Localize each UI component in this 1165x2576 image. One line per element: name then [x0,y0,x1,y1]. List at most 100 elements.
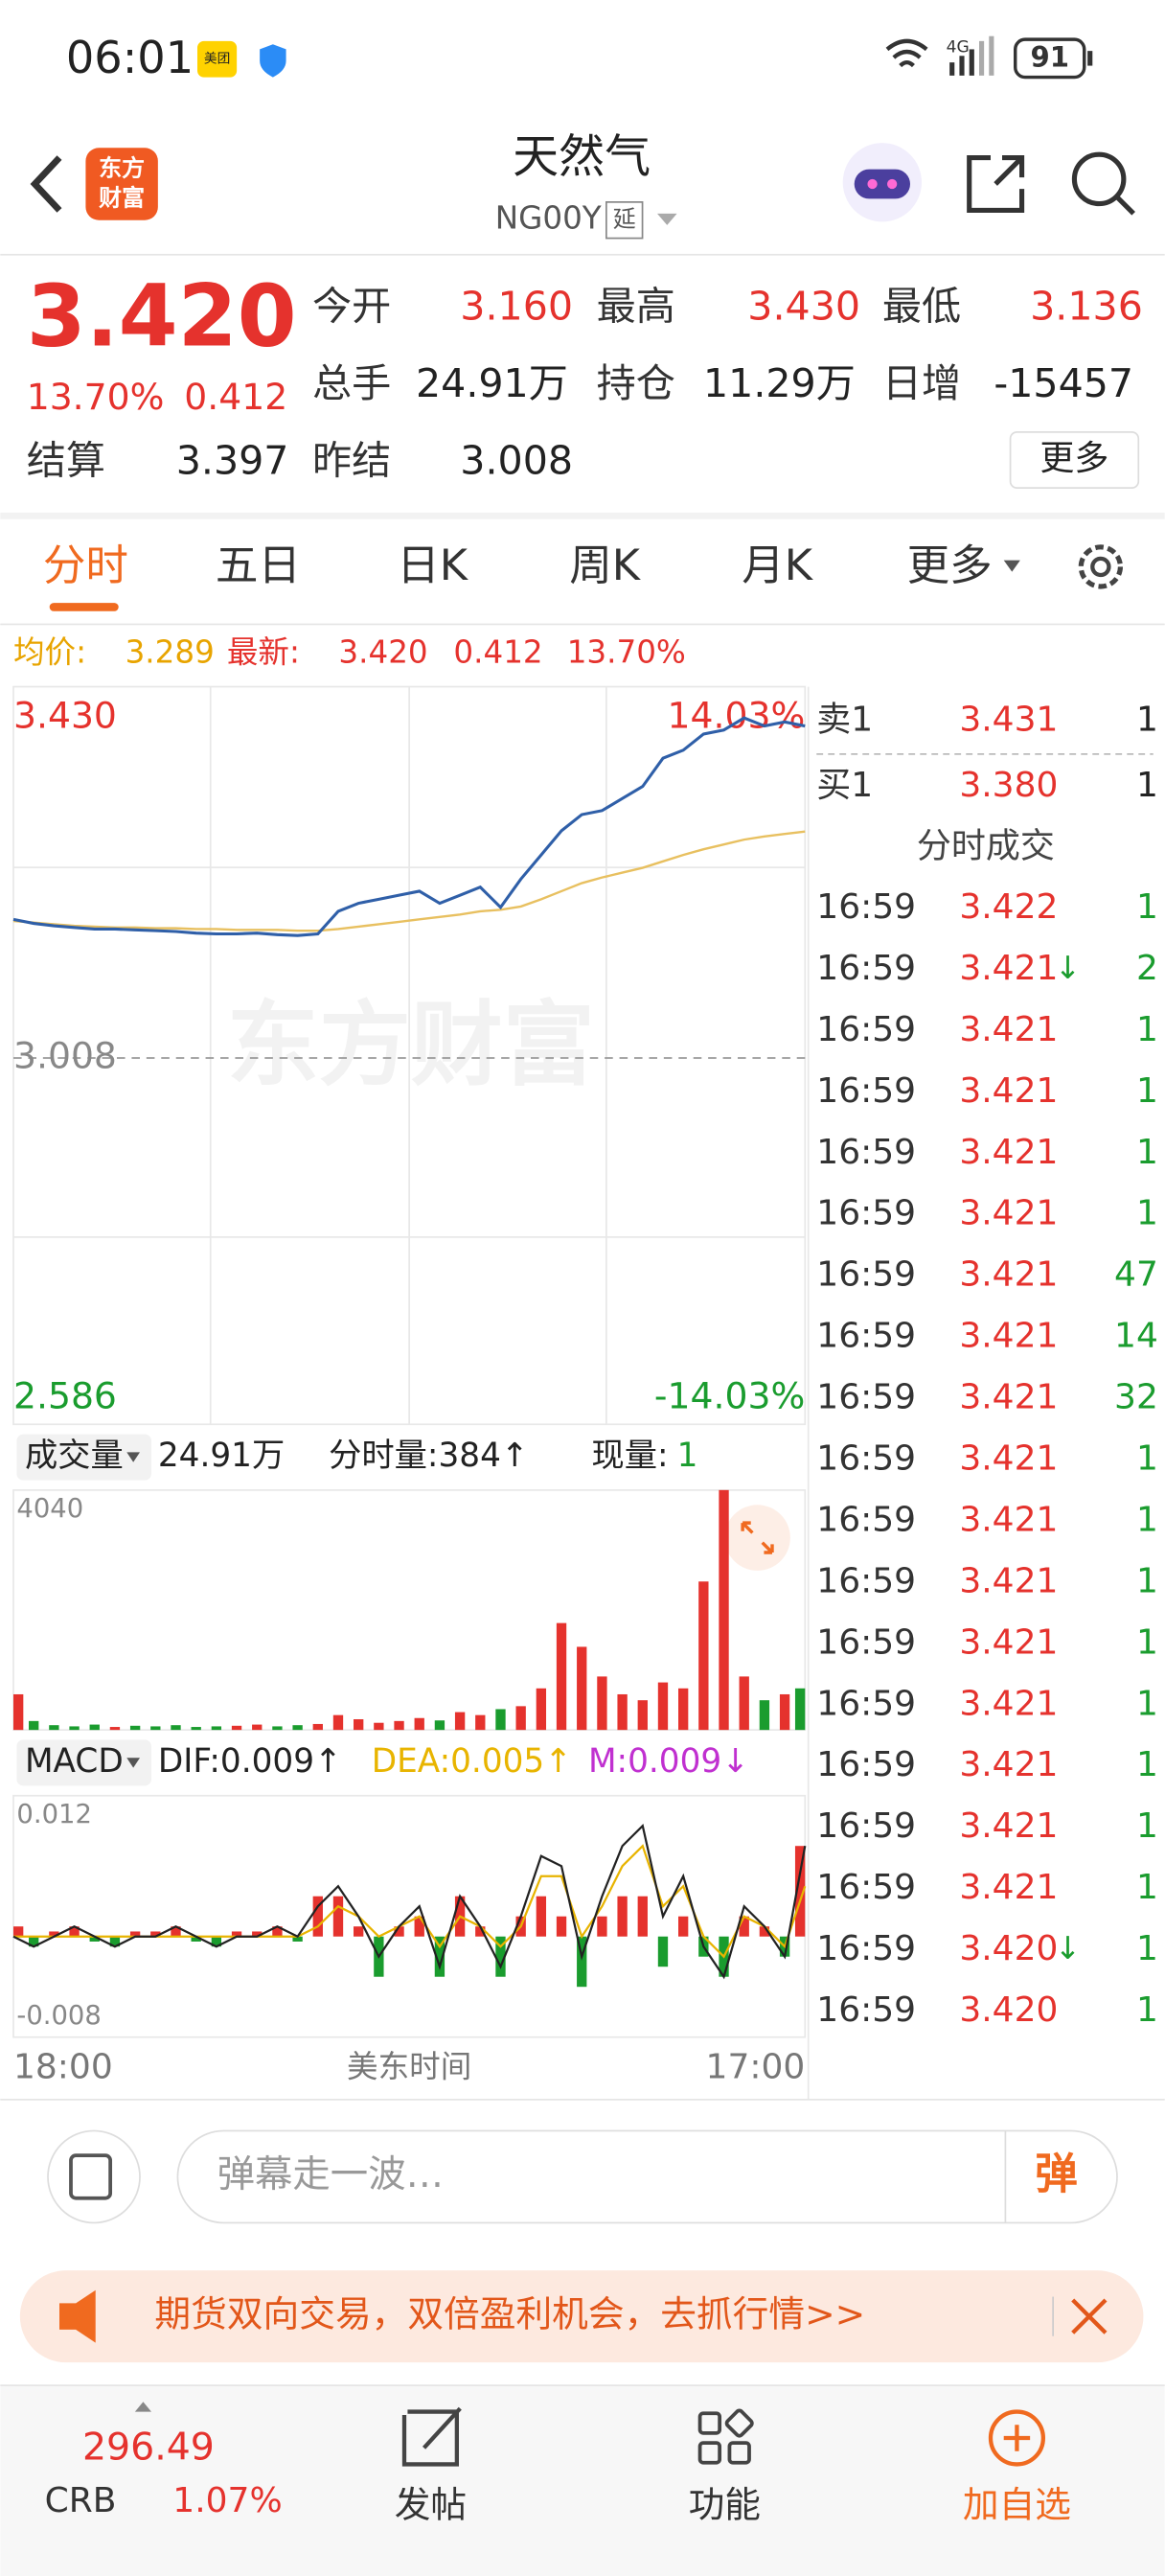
nav-item[interactable]: 加自选 [963,2483,1071,2525]
battery-level: 91 [1030,41,1069,74]
battery-tip [1087,51,1093,66]
promo-banner[interactable] [19,2270,1144,2363]
avg-value: 3.289 [126,633,215,670]
banner-close[interactable] [1071,2298,1108,2334]
price-line [12,716,806,937]
tab[interactable]: 分时 [43,540,128,590]
y-tick-label: 3.008 [13,1035,117,1077]
pct-label: -14.03% [654,1374,805,1416]
volume-selector[interactable] [16,1434,151,1481]
field-value: 3.430 [747,283,860,329]
index-name: CRB [45,2481,117,2520]
tab[interactable]: 周K [569,540,642,590]
macd-bar [292,1936,303,1942]
macd-selector[interactable] [16,1739,151,1786]
search-button[interactable] [1071,151,1127,207]
expand-button[interactable] [724,1505,790,1571]
tab-bar: 分时 五日 日K 周K 月K 更多 [43,540,993,590]
macd-bar [739,1916,749,1937]
volume-bar [231,1725,242,1731]
nav-item[interactable]: 发帖 [395,2483,467,2525]
trade-time: 16:59 [816,1561,916,1600]
trade-volume: 1 [1136,1929,1158,1968]
clock: 06:01 [66,32,194,83]
field-label: 最低 [882,283,961,329]
field-value: 24.91万 [416,360,568,406]
more-button[interactable] [1009,431,1140,489]
trade-time: 16:59 [816,1255,916,1295]
volume-bar [739,1676,749,1731]
macd-bar [536,1896,547,1937]
dropdown[interactable] [657,213,677,225]
volume-bar [109,1727,121,1731]
danmaku-button[interactable]: 弹 [1035,2149,1078,2198]
trade-price: 3.421 [959,1684,1058,1723]
trade-price: 3.422 [959,887,1058,927]
volume-bar [292,1725,303,1731]
change-pct: 13.70% [27,376,165,418]
quote-fields: 今开 3.160 最高 3.430 最低 3.136 总手 24.91万 持仓 … [27,283,1143,483]
trade-volume: 1 [1136,1990,1158,2030]
wifi-icon [885,38,928,68]
bid-volume: 1 [1136,766,1158,805]
field-value: -15457 [994,360,1133,406]
trade-price: 3.420 [959,1990,1058,2030]
trade-time: 16:59 [816,1438,916,1478]
ask-label: 卖1 [816,701,873,740]
avg-line [12,830,806,932]
volume-bar [129,1725,141,1731]
settings-center [1090,556,1111,578]
comment-placeholder: 弹幕走一波… [217,2152,444,2196]
back-button[interactable] [30,155,62,213]
nav-item[interactable]: 功能 [689,2483,761,2525]
volume-bar [637,1700,648,1731]
macd-bar [759,1926,770,1937]
trade-time: 16:59 [816,1010,916,1049]
megaphone-icon [59,2289,96,2343]
code: NG00Y [495,200,602,237]
badge: 美团 [204,52,230,67]
macd-bar [794,1846,806,1937]
tab[interactable]: 月K [742,540,814,590]
field-value: 3.008 [460,437,573,483]
trade-price: 3.421 [959,1255,1058,1295]
avatar-eye [887,178,898,190]
share-button[interactable] [967,155,1025,213]
macd-bar [678,1916,689,1937]
x-label: 17:00 [706,2047,806,2086]
trades-title: 分时成交 [917,827,1055,866]
divider [0,512,1165,519]
current-value: 1 [677,1437,698,1475]
trade-volume: 1 [1136,1561,1158,1600]
volume-bar [495,1709,506,1731]
function-icon [697,2408,754,2465]
macd-bar [109,1936,121,1947]
settings-button[interactable] [1078,544,1123,589]
last-value: 3.420 [338,633,427,670]
trade-price: 3.421 [959,1378,1058,1417]
y-tick-label: 0.012 [16,1800,91,1829]
trade-time: 16:59 [816,1806,916,1846]
volume-bar [29,1720,39,1731]
dif-text: DIF:0.009↑ [158,1742,342,1781]
index-value[interactable]: 296.49 [82,2426,215,2470]
macd-bar [637,1896,648,1937]
add-icon [988,2409,1045,2467]
trade-time: 16:59 [816,949,916,988]
trade-price: 3.421 [959,1010,1058,1049]
tab[interactable]: 日K [397,540,469,590]
trade-time: 16:59 [816,1929,916,1968]
signal-icon [949,35,994,76]
trade-price: 3.421 [959,1317,1058,1356]
macd-bar [475,1926,486,1937]
trade-time: 16:59 [816,1071,916,1111]
macd-label: MACD [25,1742,124,1781]
comment-input[interactable] [176,2129,1118,2224]
danmaku-toggle[interactable] [47,2129,141,2224]
tab[interactable]: 更多 [907,540,993,590]
volume-bar [150,1726,161,1731]
macd-bar [49,1931,59,1937]
tab[interactable]: 五日 [216,540,301,590]
